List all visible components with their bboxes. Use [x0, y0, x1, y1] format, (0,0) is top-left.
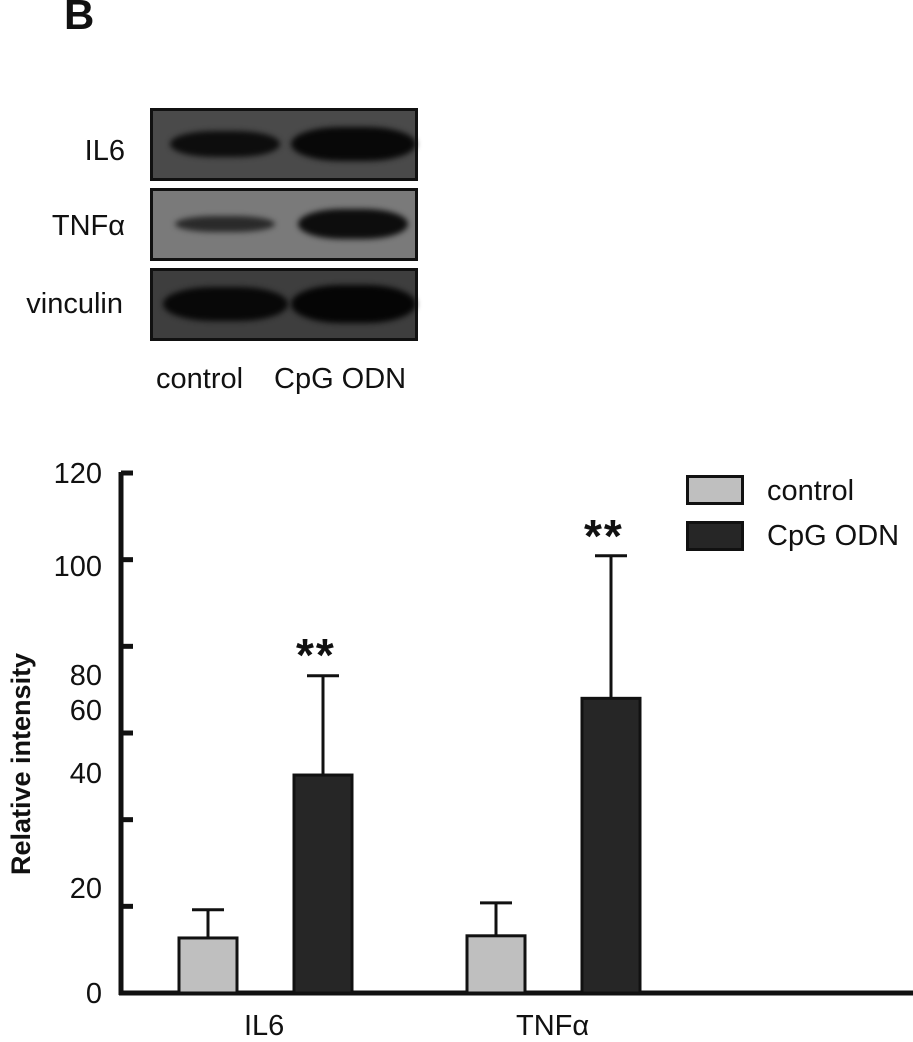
bar-cpg-odn	[292, 773, 354, 995]
y-tick-label: 0	[85, 978, 102, 1010]
blot-strip-il6	[150, 108, 418, 181]
lane-label-cpg-odn: CpG ODN	[274, 363, 407, 395]
band-cpg-odn	[290, 127, 416, 161]
y-tick-label: 100	[53, 551, 102, 583]
x-category-tnfa: TNFα	[516, 1010, 590, 1042]
y-tick-label: 60	[69, 695, 102, 727]
blot-label-il6: IL6	[84, 135, 125, 167]
y-tick-label: 40	[69, 758, 102, 790]
band-control	[175, 216, 275, 232]
significance-marker-il6: **	[296, 629, 336, 681]
bar-control	[177, 936, 239, 995]
legend-swatch-control	[686, 475, 744, 505]
band-cpg-odn	[298, 209, 408, 239]
blot-strip-tnfa	[150, 188, 418, 261]
legend-label-control: control	[767, 475, 855, 507]
y-tick-label: 120	[53, 458, 102, 490]
significance-marker-tnfa: **	[584, 510, 624, 562]
panel-letter: B	[64, 0, 95, 38]
bar-control	[465, 934, 527, 995]
lane-label-control: control	[156, 363, 244, 395]
blot-label-tnfa: TNFα	[51, 210, 125, 242]
bar-cpg-odn	[580, 696, 642, 995]
band-control	[170, 131, 280, 157]
legend-swatch-cpg-odn	[686, 521, 744, 551]
x-category-il6: IL6	[244, 1010, 285, 1042]
y-tick-label: 20	[69, 873, 102, 905]
blot-strip-vinculin	[150, 268, 418, 341]
band-cpg-odn	[290, 285, 416, 323]
legend-label-cpg-odn: CpG ODN	[767, 520, 900, 552]
blot-label-vinculin: vinculin	[26, 288, 123, 320]
y-tick-label: 80	[69, 660, 102, 692]
band-control	[162, 287, 288, 321]
